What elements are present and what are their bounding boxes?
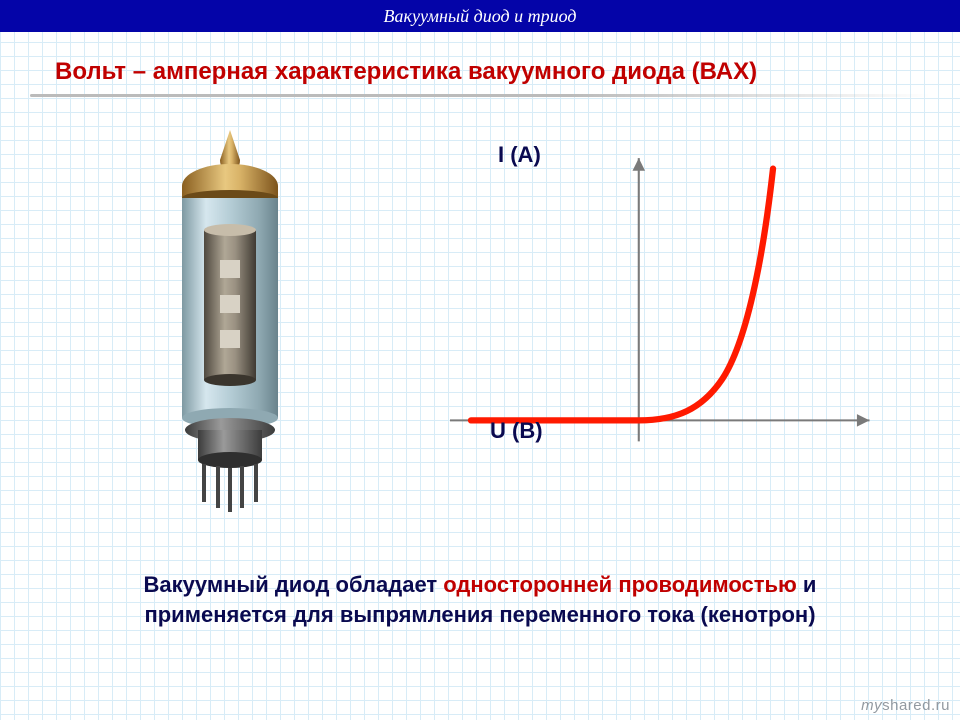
diode-pin bbox=[228, 468, 232, 512]
title-underline bbox=[30, 94, 930, 97]
watermark: myshared.ru bbox=[861, 697, 950, 714]
diode-anode-bottom bbox=[204, 374, 256, 386]
diode-pin bbox=[202, 464, 206, 502]
x-axis-label: U (В) bbox=[490, 418, 543, 444]
diode-anode-top bbox=[204, 224, 256, 236]
diode-slot bbox=[220, 260, 240, 278]
slide-title: Вольт – амперная характеристика вакуумно… bbox=[55, 58, 905, 86]
description-highlight: односторонней проводимостью bbox=[443, 572, 797, 597]
x-axis-arrow bbox=[857, 414, 870, 427]
diode-pin bbox=[254, 464, 258, 502]
y-axis-arrow bbox=[632, 158, 645, 171]
description-text: Вакуумный диод обладает односторонней пр… bbox=[80, 570, 880, 629]
y-axis-label: I (A) bbox=[498, 142, 541, 168]
diode-base-bottom bbox=[198, 452, 262, 468]
diode-pin bbox=[240, 466, 244, 508]
diode-illustration bbox=[140, 130, 320, 520]
header-title: Вакуумный диод и триод bbox=[384, 6, 577, 27]
diode-slot bbox=[220, 295, 240, 313]
diode-pin bbox=[216, 466, 220, 508]
diode-slot bbox=[220, 330, 240, 348]
watermark-my: my bbox=[861, 697, 882, 714]
header-bar: Вакуумный диод и триод bbox=[0, 0, 960, 32]
slide: Вакуумный диод и триод Вольт – амперная … bbox=[0, 0, 960, 720]
watermark-rest: shared.ru bbox=[882, 697, 950, 714]
description-prefix: Вакуумный диод обладает bbox=[144, 572, 444, 597]
iv-curve bbox=[471, 169, 773, 421]
